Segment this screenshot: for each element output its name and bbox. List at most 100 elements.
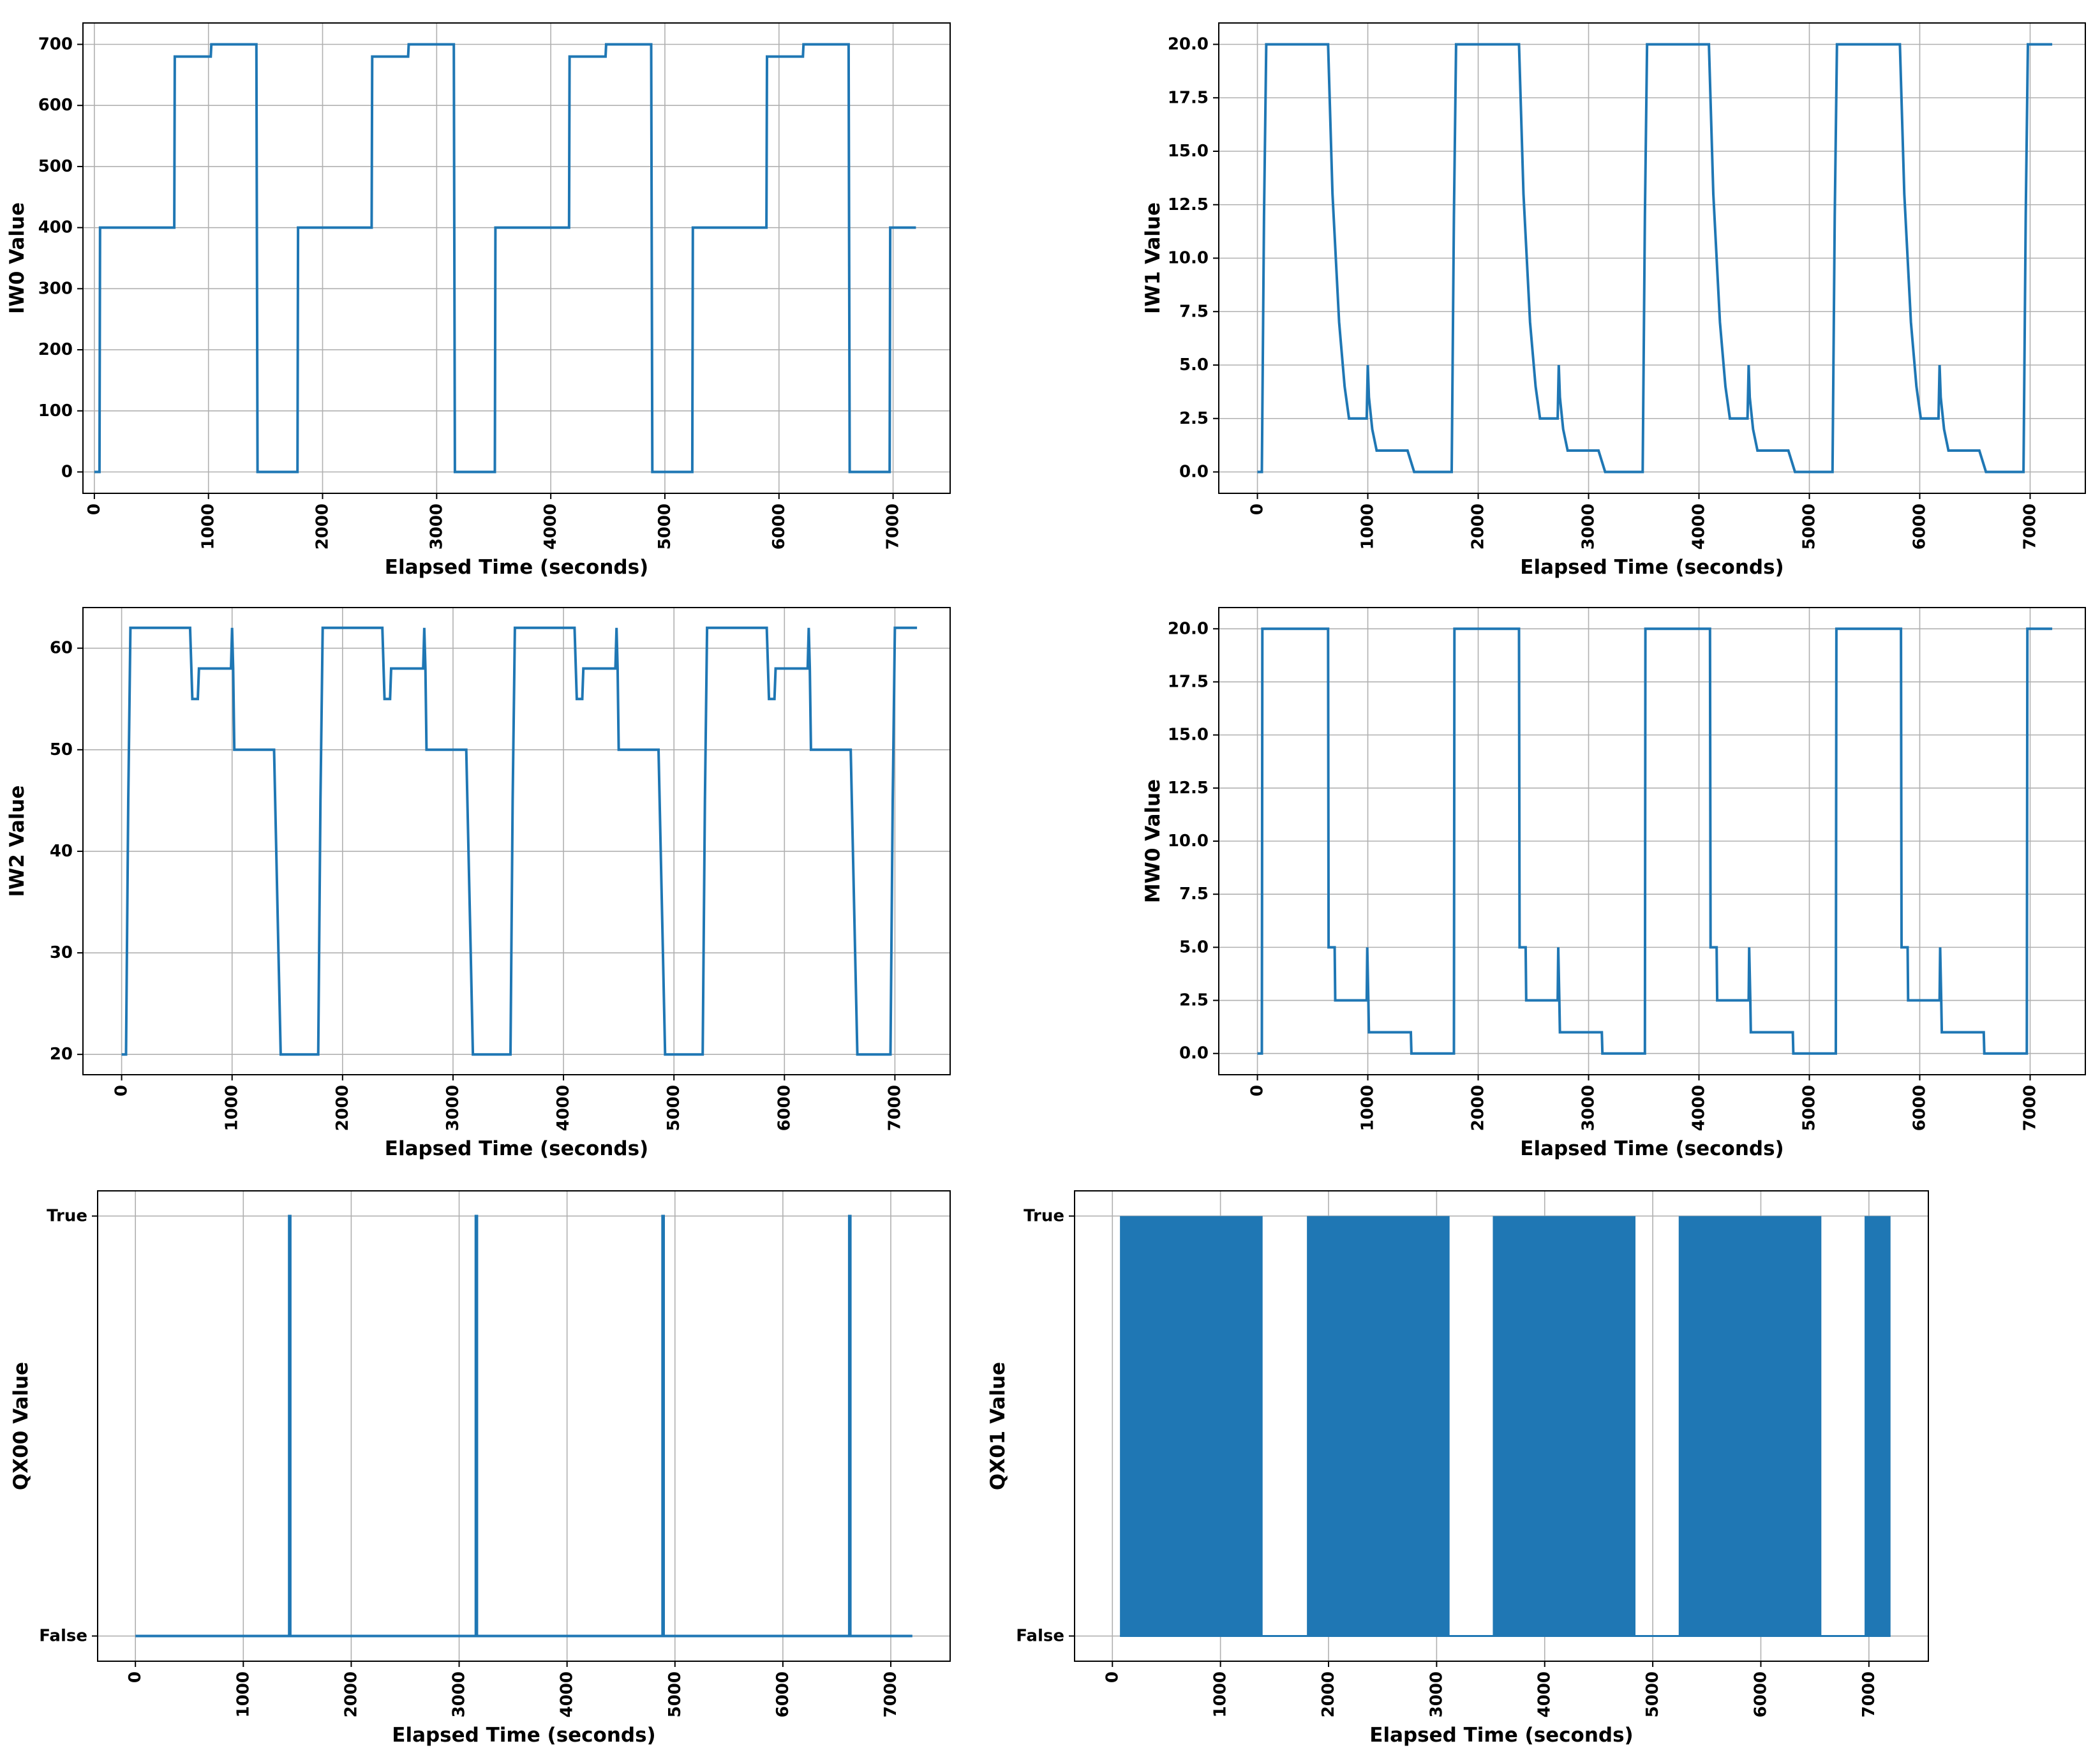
x-tick-label: 6000	[773, 1671, 793, 1717]
active-band	[1678, 1216, 1822, 1636]
x-tick-label: 6000	[1910, 1085, 1930, 1131]
x-tick-label: 0	[1248, 1085, 1267, 1096]
x-tick-label: 6000	[1910, 504, 1930, 549]
y-tick-label: 20.0	[1168, 619, 1209, 638]
x-axis-title: Elapsed Time (seconds)	[385, 556, 648, 579]
x-tick-label: 7000	[885, 1085, 904, 1131]
y-tick-label: 100	[38, 401, 73, 421]
x-tick-label: 7000	[2021, 1085, 2040, 1131]
x-tick-label: 5000	[666, 1671, 685, 1717]
chart-iw1: 0 1000 2000 3000 4000 5000 6000 7000 0.0 2.5 5.0 7.…	[1142, 22, 2086, 579]
y-tick-label: 12.5	[1168, 195, 1209, 214]
x-tick-label: 4000	[558, 1671, 577, 1717]
x-tick-label: 6000	[775, 1085, 794, 1131]
y-tick-label: 15.0	[1168, 726, 1209, 745]
series-line-iw0	[94, 43, 916, 474]
y-tick-label: 5.0	[1179, 937, 1209, 957]
x-tick-label: 2000	[333, 1085, 352, 1131]
y-tick-label: 50	[50, 740, 73, 759]
x-tick-label: 7000	[881, 1671, 900, 1717]
y-axis-title: IW1 Value	[1142, 202, 1165, 314]
y-tick-label: 500	[38, 157, 73, 176]
series-line-iw1	[1257, 43, 2053, 474]
y-tick-label: 10.0	[1168, 249, 1209, 268]
x-tick-label: 0	[1103, 1671, 1122, 1683]
y-tick-label: True	[1024, 1206, 1064, 1225]
x-tick-label: 3000	[1579, 1085, 1598, 1131]
axes-frame	[82, 22, 951, 494]
x-tick-label: 1000	[223, 1085, 242, 1131]
y-tick-label: 12.5	[1168, 779, 1209, 798]
y-axis-title: IW0 Value	[6, 202, 29, 314]
y-tick-label: 15.0	[1168, 142, 1209, 161]
x-tick-label: 3000	[1579, 504, 1598, 549]
x-axis-title: Elapsed Time (seconds)	[1520, 1137, 1784, 1160]
x-tick-label: 1000	[1359, 504, 1378, 549]
series-line-mw0	[1257, 627, 2053, 1055]
x-tick-label: 3000	[1427, 1671, 1446, 1717]
x-tick-label: 7000	[1859, 1671, 1879, 1717]
chart-iw2: 0 1000 2000 3000 4000 5000 6000 7000 20 30 40 50 60 E…	[6, 607, 951, 1160]
y-axis-title: MW0 Value	[1142, 779, 1165, 903]
axes-frame	[82, 607, 951, 1075]
x-tick-label: 7000	[884, 504, 903, 549]
y-axis-title: IW2 Value	[6, 785, 29, 897]
y-tick-label: 7.5	[1179, 885, 1209, 904]
x-tick-label: 0	[112, 1085, 131, 1096]
x-tick-label: 0	[126, 1671, 145, 1683]
active-band	[1493, 1216, 1636, 1636]
y-tick-label: 40	[50, 842, 73, 861]
y-tick-label: False	[1016, 1627, 1064, 1646]
x-tick-label: 5000	[1800, 1085, 1819, 1131]
x-tick-label: 5000	[1643, 1671, 1662, 1717]
y-tick-label: 0.0	[1179, 463, 1209, 482]
y-tick-label: 0	[61, 463, 73, 482]
x-tick-label: 6000	[770, 504, 789, 549]
y-tick-label: 300	[38, 279, 73, 298]
x-tick-label: 4000	[1690, 1085, 1709, 1131]
y-axis-title: QX00 Value	[10, 1362, 33, 1490]
x-tick-label: 2000	[313, 504, 332, 549]
series-line-iw2	[121, 626, 918, 1056]
y-tick-label: 700	[38, 35, 73, 54]
chart-qx00: 0 1000 2000 3000 4000 5000 6000 7000 False True El…	[10, 1190, 951, 1747]
x-tick-label: 4000	[1690, 504, 1709, 549]
y-axis-title: QX01 Value	[987, 1362, 1009, 1490]
y-tick-label: 20	[50, 1045, 73, 1064]
x-tick-label: 2000	[341, 1671, 361, 1717]
x-tick-label: 3000	[443, 1085, 463, 1131]
x-tick-label: 3000	[450, 1671, 469, 1717]
x-axis-title: Elapsed Time (seconds)	[1520, 556, 1784, 579]
x-tick-label: 2000	[1469, 1085, 1488, 1131]
x-tick-label: 6000	[1752, 1671, 1771, 1717]
x-tick-label: 2000	[1319, 1671, 1338, 1717]
y-tick-label: 2.5	[1179, 991, 1209, 1010]
x-tick-label: 5000	[664, 1085, 683, 1131]
y-tick-label: 20.0	[1168, 35, 1209, 54]
y-tick-label: 7.5	[1179, 302, 1209, 321]
series-line-qx00	[135, 1214, 912, 1638]
y-tick-label: 0.0	[1179, 1044, 1209, 1063]
y-tick-label: 17.5	[1168, 672, 1209, 691]
y-tick-label: 200	[38, 340, 73, 359]
chart-iw0: 0 1000 2000 3000 4000 5000 6000 7000 0 100 200 300 4…	[6, 22, 951, 579]
x-axis-title: Elapsed Time (seconds)	[392, 1724, 655, 1747]
chart-qx01: 0 1000 2000 3000 4000 5000 6000 7000 False True El…	[987, 1190, 1929, 1747]
x-tick-label: 4000	[541, 504, 560, 549]
x-tick-label: 3000	[427, 504, 446, 549]
x-tick-label: 1000	[1211, 1671, 1230, 1717]
y-tick-label: 400	[38, 218, 73, 237]
active-band	[1307, 1216, 1450, 1636]
x-tick-label: 5000	[1800, 504, 1819, 549]
x-tick-label: 1000	[234, 1671, 253, 1717]
y-tick-label: 5.0	[1179, 355, 1209, 375]
y-tick-label: 60	[50, 639, 73, 658]
axes-frame	[97, 1190, 951, 1662]
y-tick-label: 30	[50, 943, 73, 962]
x-tick-label: 0	[1248, 504, 1267, 515]
y-tick-label: 10.0	[1168, 832, 1209, 851]
x-tick-label: 7000	[2021, 504, 2040, 549]
x-tick-label: 1000	[199, 504, 218, 549]
x-tick-label: 2000	[1469, 504, 1488, 549]
